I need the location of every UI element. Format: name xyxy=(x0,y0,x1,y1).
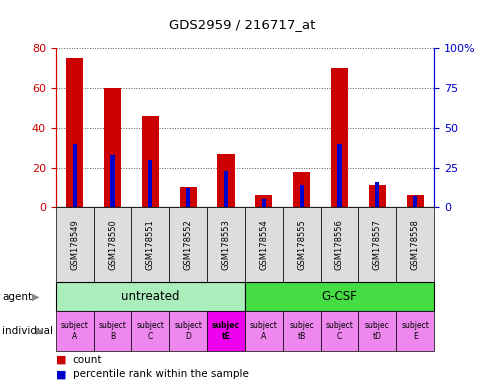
Bar xyxy=(292,172,310,207)
Text: individual: individual xyxy=(2,326,53,336)
Bar xyxy=(255,195,272,207)
Text: GSM178549: GSM178549 xyxy=(70,219,79,270)
Text: GDS2959 / 216717_at: GDS2959 / 216717_at xyxy=(169,18,315,31)
Bar xyxy=(131,311,169,351)
Bar xyxy=(412,196,416,207)
Bar xyxy=(148,160,152,207)
Bar xyxy=(56,207,93,282)
Bar xyxy=(73,144,76,207)
Bar xyxy=(104,88,121,207)
Text: ■: ■ xyxy=(56,369,66,379)
Bar xyxy=(93,311,131,351)
Text: subject
B: subject B xyxy=(98,321,126,341)
Bar xyxy=(169,311,207,351)
Bar xyxy=(179,187,197,207)
Text: ■: ■ xyxy=(56,355,66,365)
Bar xyxy=(244,207,282,282)
Bar xyxy=(141,116,159,207)
Bar xyxy=(186,188,190,207)
Bar xyxy=(56,282,244,311)
Bar xyxy=(358,207,395,282)
Bar xyxy=(395,207,433,282)
Bar xyxy=(66,58,83,207)
Text: subjec
tD: subjec tD xyxy=(364,321,389,341)
Text: subject
A: subject A xyxy=(60,321,89,341)
Text: GSM178556: GSM178556 xyxy=(334,219,343,270)
Bar xyxy=(358,311,395,351)
Text: subject
C: subject C xyxy=(136,321,164,341)
Bar xyxy=(110,155,114,207)
Text: GSM178555: GSM178555 xyxy=(297,219,305,270)
Text: GSM178558: GSM178558 xyxy=(410,219,419,270)
Bar xyxy=(375,182,378,207)
Bar xyxy=(282,207,320,282)
Text: GSM178550: GSM178550 xyxy=(108,219,117,270)
Bar xyxy=(330,68,348,207)
Text: GSM178554: GSM178554 xyxy=(259,219,268,270)
Text: agent: agent xyxy=(2,291,32,302)
Text: GSM178552: GSM178552 xyxy=(183,219,192,270)
Text: untreated: untreated xyxy=(121,290,179,303)
Bar xyxy=(244,311,282,351)
Bar xyxy=(207,311,244,351)
Text: ▶: ▶ xyxy=(36,326,44,336)
Text: subject
D: subject D xyxy=(174,321,202,341)
Text: GSM178557: GSM178557 xyxy=(372,219,381,270)
Text: subject
C: subject C xyxy=(325,321,353,341)
Text: GSM178553: GSM178553 xyxy=(221,219,230,270)
Text: subject
E: subject E xyxy=(400,321,428,341)
Bar xyxy=(207,207,244,282)
Text: percentile rank within the sample: percentile rank within the sample xyxy=(73,369,248,379)
Bar xyxy=(282,311,320,351)
Bar xyxy=(337,144,341,207)
Text: count: count xyxy=(73,355,102,365)
Text: subject
A: subject A xyxy=(249,321,277,341)
Bar xyxy=(368,185,385,207)
Bar xyxy=(406,195,423,207)
Bar xyxy=(320,207,358,282)
Bar xyxy=(93,207,131,282)
Bar xyxy=(217,154,234,207)
Text: subjec
tE: subjec tE xyxy=(212,321,240,341)
Bar xyxy=(56,311,93,351)
Text: GSM178551: GSM178551 xyxy=(146,219,154,270)
Bar xyxy=(131,207,169,282)
Bar xyxy=(261,199,265,207)
Text: G-CSF: G-CSF xyxy=(321,290,357,303)
Bar xyxy=(224,171,227,207)
Bar xyxy=(299,185,303,207)
Text: subjec
tB: subjec tB xyxy=(288,321,314,341)
Bar xyxy=(169,207,207,282)
Bar xyxy=(395,311,433,351)
Bar xyxy=(320,311,358,351)
Bar xyxy=(244,282,433,311)
Text: ▶: ▶ xyxy=(31,291,39,302)
